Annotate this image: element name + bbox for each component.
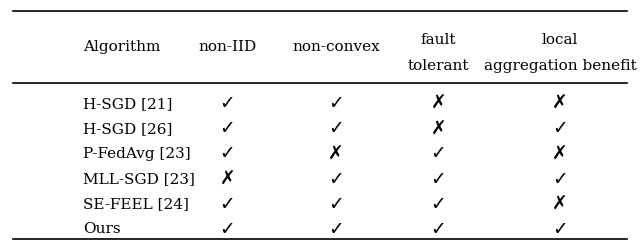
- Text: ✓: ✓: [431, 195, 446, 214]
- Text: non-convex: non-convex: [292, 40, 380, 54]
- Text: P-FedAvg [23]: P-FedAvg [23]: [83, 147, 191, 161]
- Text: ✓: ✓: [431, 144, 446, 163]
- Text: non-IID: non-IID: [198, 40, 257, 54]
- Text: MLL-SGD [23]: MLL-SGD [23]: [83, 172, 195, 186]
- Text: ✗: ✗: [552, 144, 568, 163]
- Text: ✓: ✓: [220, 119, 235, 138]
- Text: Algorithm: Algorithm: [83, 40, 161, 54]
- Text: ✓: ✓: [328, 94, 344, 113]
- Text: ✓: ✓: [552, 170, 568, 189]
- Text: fault: fault: [420, 33, 456, 47]
- Text: ✗: ✗: [220, 170, 235, 189]
- Text: ✓: ✓: [328, 220, 344, 239]
- Text: ✓: ✓: [552, 119, 568, 138]
- Text: aggregation benefit: aggregation benefit: [484, 59, 636, 73]
- Text: ✓: ✓: [220, 144, 235, 163]
- Text: ✓: ✓: [220, 94, 235, 113]
- Text: H-SGD [21]: H-SGD [21]: [83, 97, 173, 111]
- Text: ✓: ✓: [552, 220, 568, 239]
- Text: ✓: ✓: [220, 220, 235, 239]
- Text: local: local: [542, 33, 578, 47]
- Text: ✗: ✗: [552, 94, 568, 113]
- Text: ✓: ✓: [328, 170, 344, 189]
- Text: ✓: ✓: [431, 220, 446, 239]
- Text: ✓: ✓: [328, 195, 344, 214]
- Text: ✗: ✗: [552, 195, 568, 214]
- Text: ✓: ✓: [220, 195, 235, 214]
- Text: H-SGD [26]: H-SGD [26]: [83, 122, 173, 136]
- Text: ✓: ✓: [328, 119, 344, 138]
- Text: ✗: ✗: [328, 144, 344, 163]
- Text: Ours: Ours: [83, 222, 121, 236]
- Text: SE-FEEL [24]: SE-FEEL [24]: [83, 197, 189, 211]
- Text: tolerant: tolerant: [408, 59, 469, 73]
- Text: ✗: ✗: [431, 119, 446, 138]
- Text: ✓: ✓: [431, 170, 446, 189]
- Text: ✗: ✗: [431, 94, 446, 113]
